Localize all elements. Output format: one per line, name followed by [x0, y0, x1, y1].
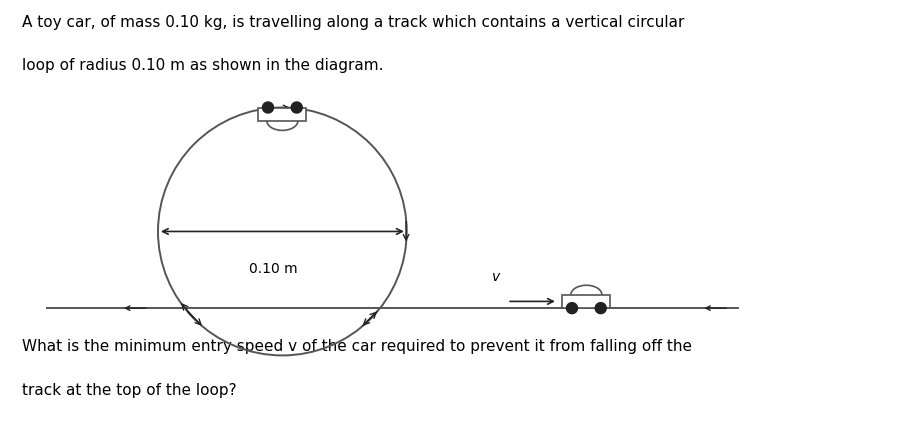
- Text: loop of radius 0.10 m as shown in the diagram.: loop of radius 0.10 m as shown in the di…: [21, 58, 383, 73]
- Ellipse shape: [595, 303, 606, 314]
- Text: A toy car, of mass 0.10 kg, is travelling along a track which contains a vertica: A toy car, of mass 0.10 kg, is travellin…: [21, 15, 684, 30]
- Ellipse shape: [566, 303, 578, 314]
- Bar: [259, 108, 307, 121]
- Text: v: v: [492, 270, 500, 284]
- Text: What is the minimum entry speed v of the car required to prevent it from falling: What is the minimum entry speed v of the…: [21, 339, 692, 354]
- Bar: [563, 295, 611, 308]
- Ellipse shape: [262, 102, 274, 113]
- Text: track at the top of the loop?: track at the top of the loop?: [21, 383, 237, 398]
- Ellipse shape: [291, 102, 302, 113]
- Text: 0.10 m: 0.10 m: [249, 262, 298, 276]
